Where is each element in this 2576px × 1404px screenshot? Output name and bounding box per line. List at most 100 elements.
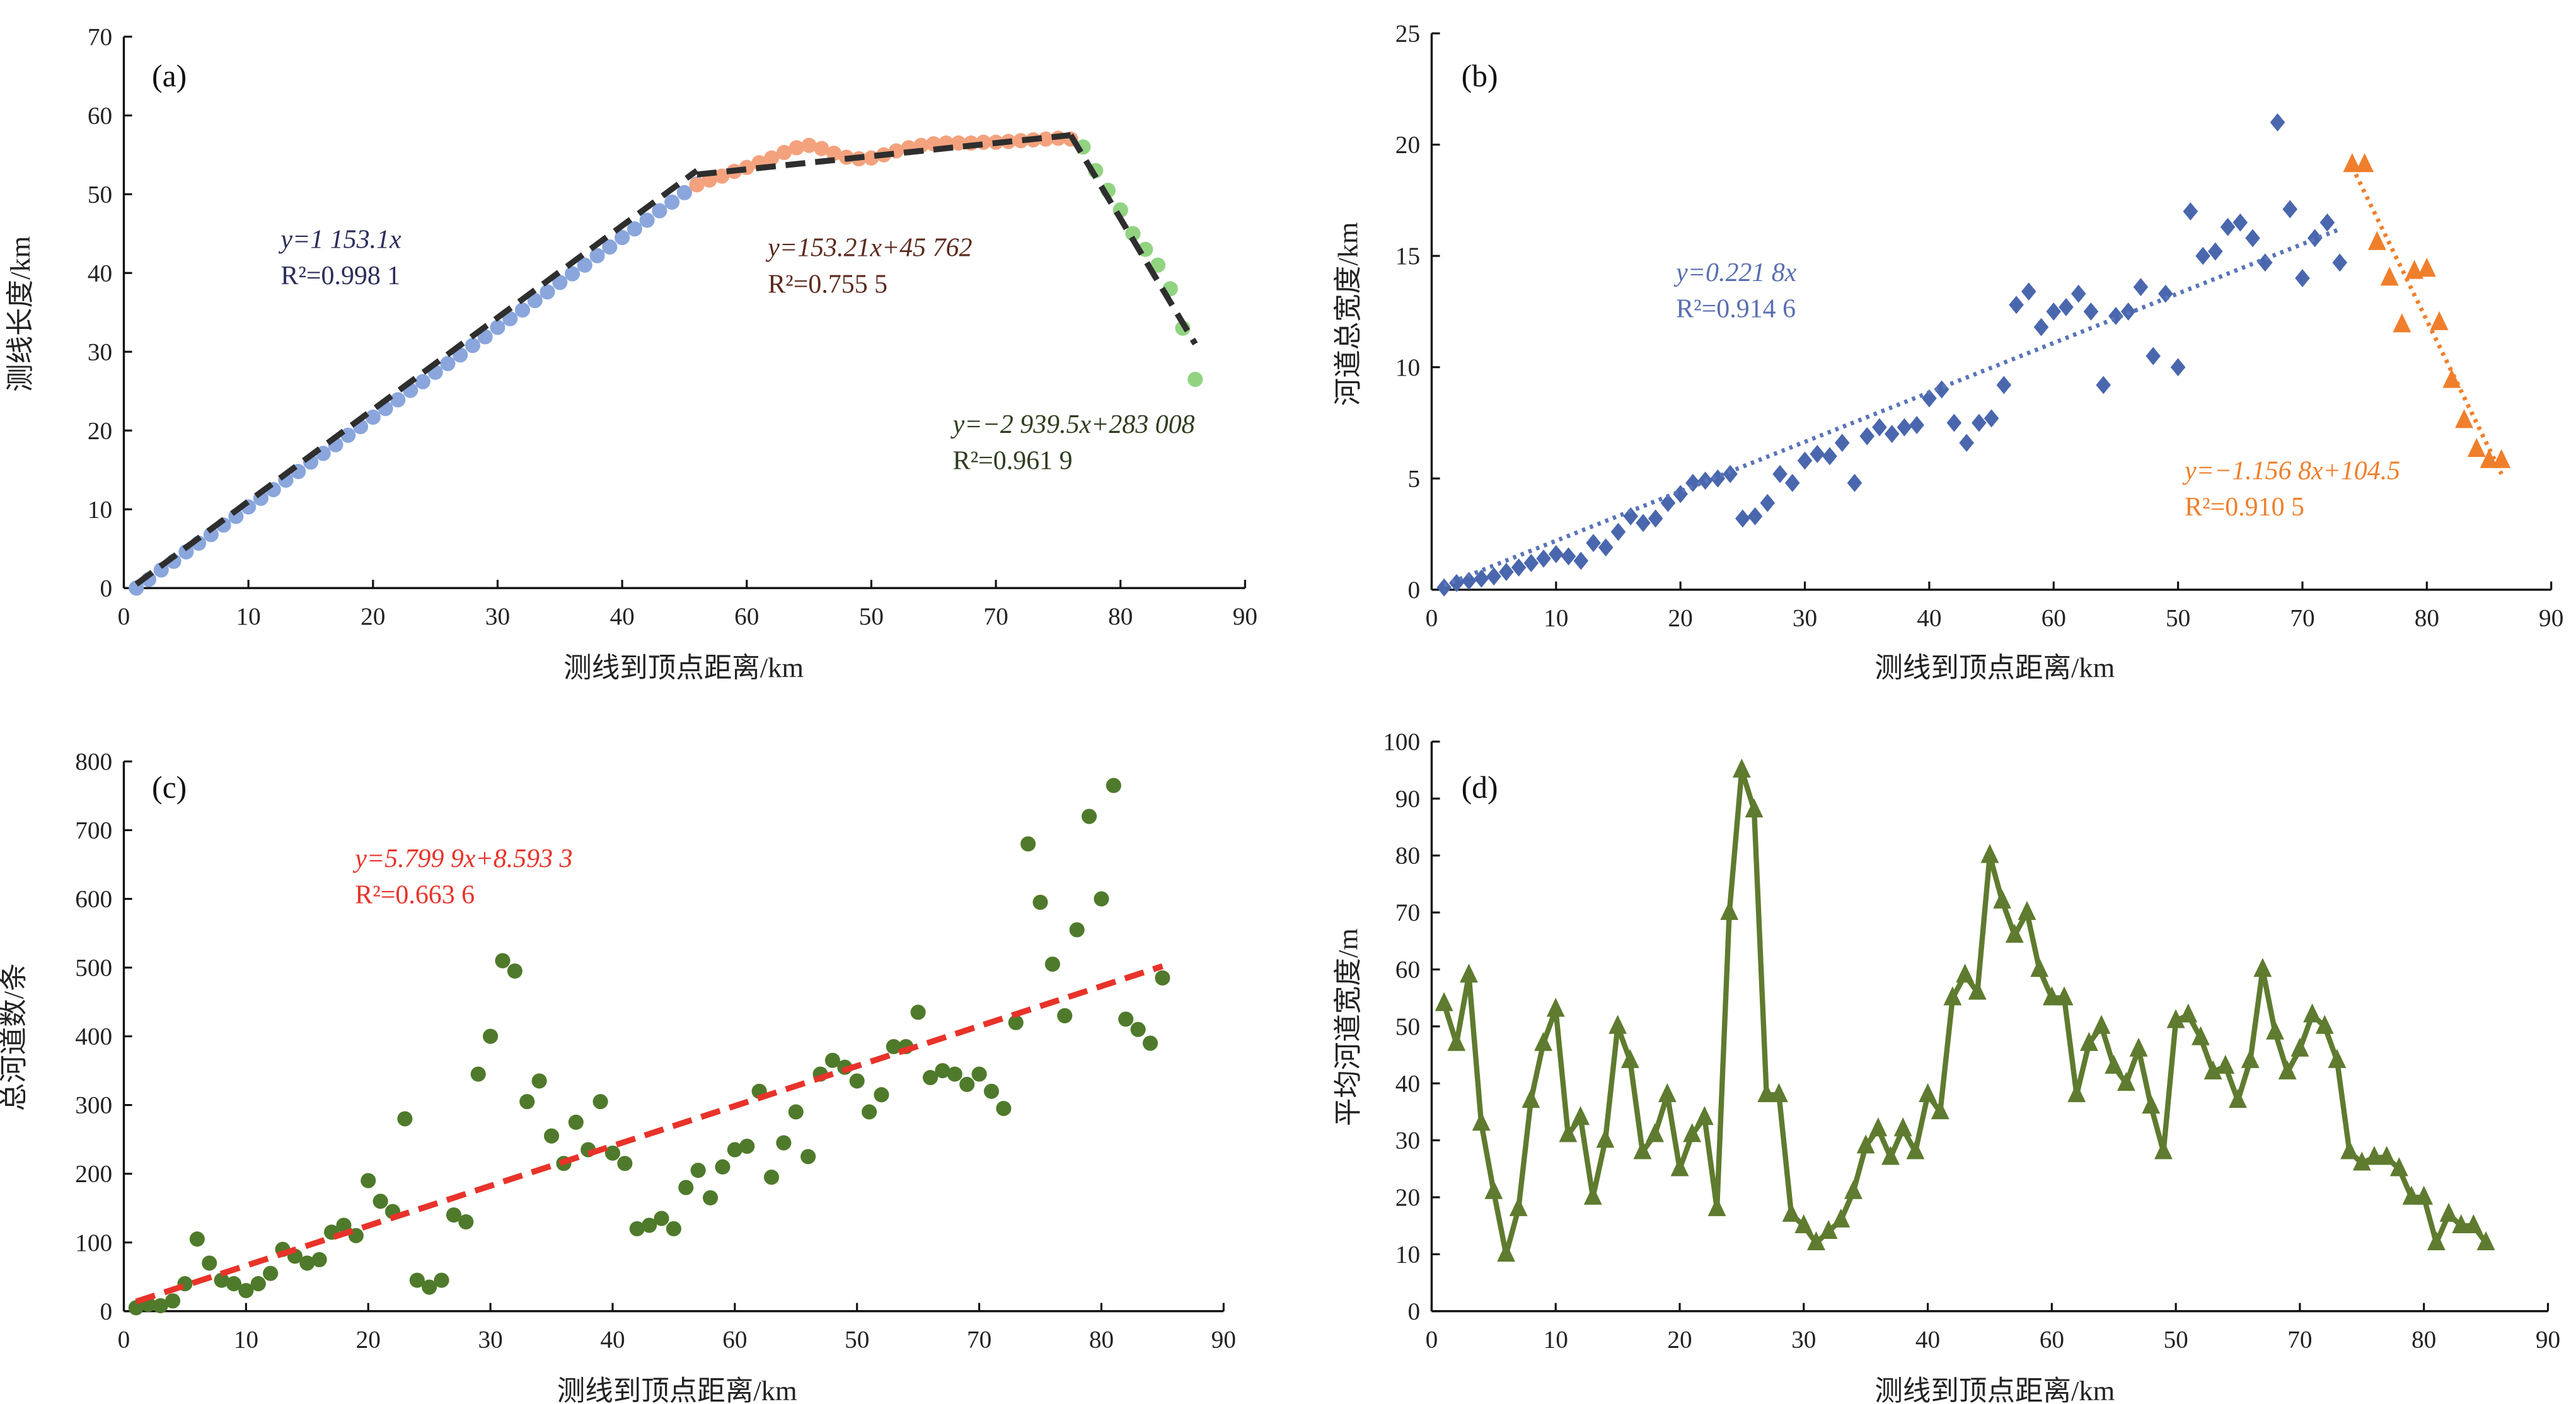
data-point — [1906, 1140, 1925, 1159]
x-tick-label: 30 — [478, 1326, 502, 1353]
y-tick-label: 200 — [75, 1161, 112, 1188]
x-tick-label: 30 — [1793, 604, 1817, 631]
x-tick-label: 60 — [734, 603, 759, 630]
y-tick-label: 15 — [1395, 243, 1420, 270]
data-point — [1822, 447, 1837, 466]
data-point — [2245, 229, 2260, 248]
data-point — [1922, 389, 1937, 408]
y-tick-label: 400 — [75, 1023, 112, 1050]
data-point — [1984, 409, 1999, 428]
trend-equation: y=−2 939.5x+283 008 — [950, 410, 1195, 439]
data-point — [1760, 493, 1776, 512]
data-point — [2216, 1054, 2235, 1074]
data-point — [824, 1052, 840, 1068]
x-axis-label: 测线到顶点距离/km — [557, 1375, 797, 1404]
data-point — [2467, 438, 2486, 457]
data-point — [1573, 551, 1589, 570]
data-point — [2059, 297, 2074, 316]
data-point — [589, 248, 605, 263]
data-point — [336, 1217, 352, 1233]
trend-r-squared: R²=0.910 5 — [2185, 493, 2304, 522]
data-point — [409, 1272, 425, 1288]
y-tick-label: 10 — [88, 496, 112, 523]
y-tick-label: 5 — [1407, 465, 1420, 492]
data-point — [2389, 1157, 2408, 1177]
data-point — [1447, 1032, 1466, 1051]
data-point — [540, 284, 555, 300]
data-point — [2208, 242, 2223, 261]
data-point — [1623, 507, 1639, 526]
data-point — [1872, 418, 1887, 437]
data-point — [2307, 229, 2323, 248]
data-point — [947, 1066, 962, 1082]
series-1 — [689, 130, 1078, 193]
data-point — [2083, 302, 2099, 321]
data-point — [2030, 958, 2049, 977]
y-tick-label: 20 — [1395, 1184, 1420, 1211]
data-point — [922, 1069, 939, 1086]
data-point — [1082, 808, 1097, 824]
data-point — [2179, 1003, 2198, 1023]
series-0 — [129, 176, 705, 596]
data-point — [1522, 1088, 1540, 1108]
data-point — [1586, 534, 1601, 553]
data-point — [1797, 451, 1813, 470]
data-point — [2319, 213, 2335, 232]
data-point — [604, 1145, 621, 1161]
data-point — [2367, 231, 2386, 250]
data-point — [1008, 1015, 1024, 1030]
data-point — [1943, 986, 1962, 1006]
x-tick-label: 20 — [361, 603, 385, 630]
data-point — [2476, 1231, 2495, 1251]
data-point — [1596, 1129, 1615, 1148]
y-axis-label: 平均河道宽度/m — [1332, 928, 1364, 1126]
data-point — [2033, 318, 2049, 337]
data-point — [1897, 418, 1912, 437]
chart-panel-b: 0 10 20 30 40 60 50 70 80 90 0 5 10 15 20 25 (b) 测线到顶点距离/… — [1332, 20, 2564, 684]
data-point — [2464, 1214, 2483, 1233]
data-point — [764, 150, 780, 166]
x-tick-label: 90 — [1211, 1326, 1236, 1353]
x-tick-label: 10 — [1544, 1326, 1568, 1353]
x-tick-label: 10 — [234, 1326, 258, 1353]
x-tick-label: 50 — [2166, 604, 2190, 631]
data-point — [2402, 1185, 2421, 1205]
y-tick-label: 30 — [88, 338, 112, 365]
data-point — [527, 292, 543, 309]
data-point — [2295, 269, 2310, 287]
data-point — [165, 1293, 181, 1309]
trend-line — [134, 168, 699, 587]
x-tick-label: 0 — [118, 603, 130, 630]
data-point — [1695, 1106, 1714, 1125]
data-point — [153, 1298, 168, 1314]
x-tick-label: 10 — [1544, 604, 1568, 631]
data-point — [1660, 493, 1676, 512]
data-point — [1972, 413, 1987, 432]
data-point — [397, 1111, 413, 1127]
data-point — [1435, 992, 1453, 1011]
trend-line — [2350, 166, 2504, 475]
trend-equation: y=5.799 9x+8.593 3 — [352, 844, 572, 873]
data-point — [2046, 302, 2062, 321]
series-1 — [2343, 152, 2511, 468]
data-point — [1847, 473, 1863, 492]
x-tick-label: 20 — [356, 1326, 381, 1353]
data-point — [2067, 1083, 2086, 1103]
x-tick-label: 50 — [2163, 1326, 2188, 1353]
data-point — [2146, 347, 2161, 365]
x-tick-label: 90 — [2539, 604, 2563, 631]
data-point — [1636, 514, 1651, 532]
data-point — [689, 177, 705, 193]
data-point — [1057, 1008, 1073, 1023]
data-point — [1720, 901, 1739, 920]
data-point — [470, 1066, 486, 1082]
data-point — [1094, 891, 1109, 907]
data-point — [2055, 986, 2074, 1006]
data-point — [1747, 507, 1763, 526]
data-point — [2355, 152, 2374, 173]
series-0 — [1435, 758, 2495, 1262]
data-point — [2430, 311, 2449, 330]
data-point — [1609, 1015, 1627, 1034]
data-point — [690, 1163, 706, 1178]
x-tick-label: 60 — [2040, 1326, 2064, 1353]
